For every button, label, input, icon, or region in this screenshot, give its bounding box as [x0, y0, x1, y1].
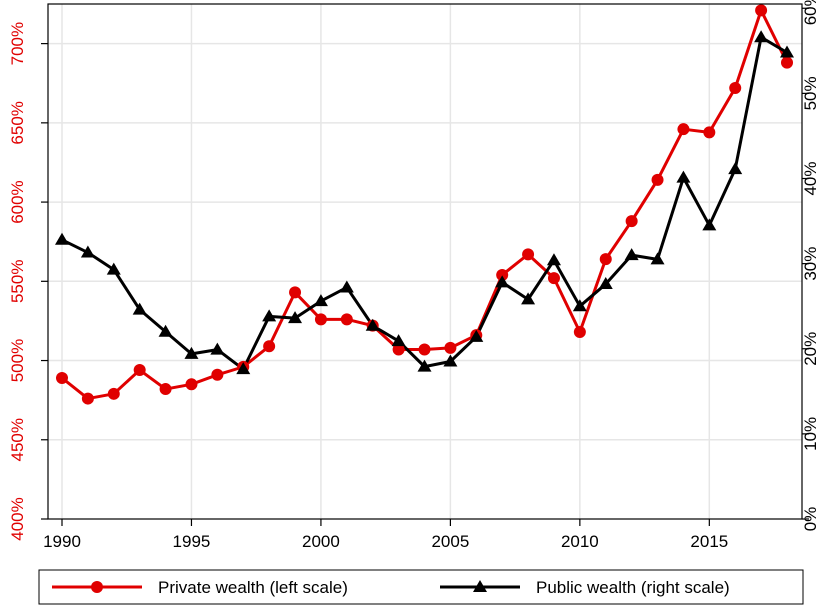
x-tick-label: 1995 — [173, 532, 211, 551]
x-tick-label: 2010 — [561, 532, 599, 551]
public-wealth-point — [546, 253, 561, 266]
public-wealth-point — [624, 248, 639, 261]
public-wealth-point — [417, 359, 432, 372]
public-wealth-point — [365, 318, 380, 331]
right-tick-label: 40% — [801, 161, 820, 195]
legend: Private wealth (left scale) Public wealt… — [38, 569, 804, 605]
private-wealth-point — [781, 56, 793, 69]
public-wealth-point — [391, 334, 406, 347]
private-wealth-point — [418, 343, 431, 356]
x-tick-label: 2005 — [431, 532, 469, 551]
right-tick-label: 50% — [801, 76, 820, 110]
left-tick-label: 700% — [8, 22, 27, 65]
public-wealth-point — [443, 354, 458, 367]
public-wealth-point — [55, 232, 69, 245]
private-wealth-point — [599, 253, 612, 266]
public-wealth-point — [132, 302, 147, 315]
private-wealth-point — [107, 387, 120, 400]
right-tick-label: 30% — [801, 247, 820, 281]
public-wealth-point — [780, 45, 794, 58]
public-wealth-point — [650, 252, 665, 265]
public-wealth-point — [598, 277, 613, 290]
private-wealth-point — [185, 378, 198, 391]
private-wealth-point — [703, 126, 716, 139]
x-tick-label: 1990 — [43, 532, 81, 551]
private-wealth-point — [392, 343, 405, 356]
x-tick-label: 2015 — [690, 532, 728, 551]
private-wealth-point — [729, 81, 742, 94]
private-wealth-point — [314, 313, 327, 326]
left-tick-label: 650% — [8, 101, 27, 144]
x-axis: 1990 1995 2000 2005 2010 2015 — [43, 519, 728, 551]
right-axis: 0% 10% 20% 30% 40% 50% 60% — [801, 0, 820, 531]
private-wealth-point — [133, 364, 146, 377]
public-wealth-point — [210, 342, 225, 355]
public-wealth-point — [158, 324, 173, 337]
private-wealth-point — [573, 326, 586, 339]
x-tick-label: 2000 — [302, 532, 340, 551]
public-wealth-point — [80, 245, 95, 258]
left-tick-label: 550% — [8, 260, 27, 303]
public-wealth-point — [184, 346, 199, 359]
private-wealth-point — [289, 286, 302, 299]
private-wealth-point — [56, 371, 68, 384]
legend-frame — [38, 569, 804, 605]
legend-private-marker — [91, 581, 103, 593]
legend-private-label: Private wealth (left scale) — [158, 578, 348, 597]
public-wealth-point — [521, 292, 536, 305]
left-axis: 400% 450% 500% 550% 600% 650% 700% — [8, 22, 48, 541]
public-wealth-point — [339, 280, 354, 293]
private-wealth-point — [625, 215, 638, 228]
series-markers — [55, 4, 794, 405]
legend-public-label: Public wealth (right scale) — [536, 578, 730, 597]
public-wealth-point — [572, 299, 587, 312]
private-wealth-point — [159, 383, 172, 396]
public-wealth-point — [754, 30, 769, 43]
right-tick-label: 10% — [801, 417, 820, 451]
left-tick-label: 500% — [8, 339, 27, 382]
left-tick-label: 600% — [8, 180, 27, 223]
private-wealth-point — [677, 123, 690, 136]
public-wealth-point — [106, 262, 121, 275]
private-wealth-point — [444, 341, 457, 354]
public-wealth-point — [702, 218, 717, 231]
public-wealth-point — [288, 311, 303, 324]
private-wealth-point — [263, 340, 276, 353]
plot-frame — [47, 3, 803, 520]
public-wealth-point — [236, 362, 251, 375]
private-wealth-point — [522, 248, 535, 261]
right-tick-label: 0% — [801, 507, 820, 532]
right-tick-label: 20% — [801, 332, 820, 366]
public-wealth-point — [676, 170, 691, 183]
public-wealth-point — [728, 162, 743, 175]
private-wealth-point — [211, 368, 224, 381]
left-tick-label: 400% — [8, 497, 27, 540]
private-wealth-point — [496, 268, 509, 281]
public-wealth-point — [313, 294, 328, 307]
legend-public-marker — [473, 580, 487, 592]
private-wealth-point — [755, 4, 768, 17]
public-wealth-point — [262, 309, 277, 322]
private-wealth-point — [340, 313, 353, 326]
public-wealth-point — [495, 275, 510, 288]
private-wealth-point — [547, 272, 560, 285]
left-tick-label: 450% — [8, 418, 27, 461]
right-tick-label: 60% — [801, 0, 820, 25]
public-wealth-point — [469, 329, 484, 342]
private-wealth-point — [81, 392, 94, 405]
plot-background — [48, 4, 802, 519]
private-wealth-point — [651, 173, 664, 186]
